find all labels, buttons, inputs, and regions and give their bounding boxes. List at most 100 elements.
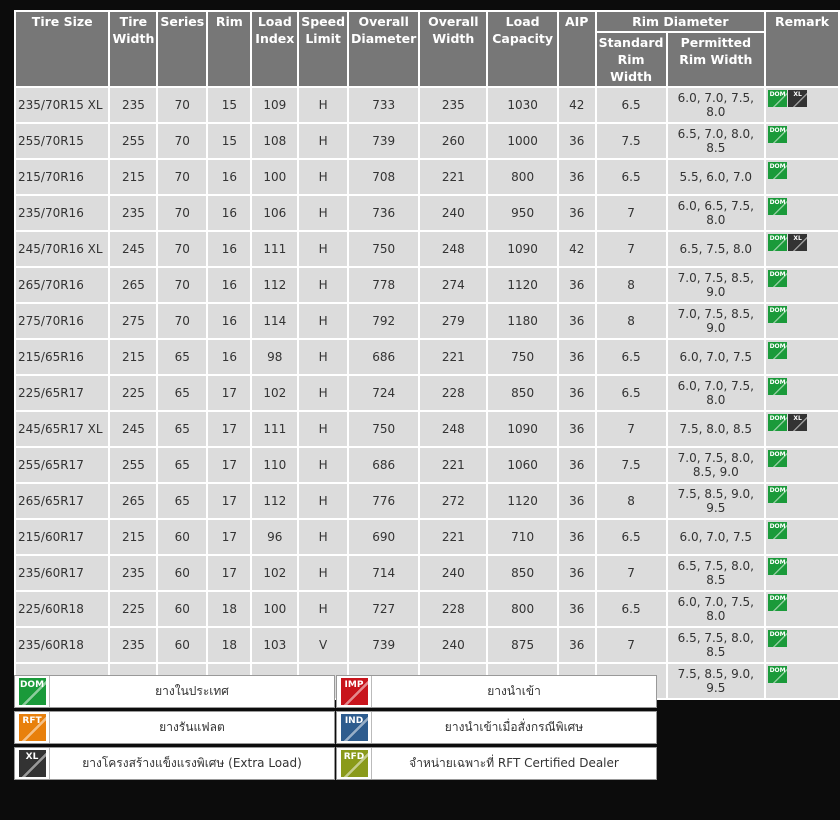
cell-speed-limit: H — [299, 160, 348, 194]
table-row: 255/70R15 255 70 15 108 H 739 260 1000 36 7.5 6.5, … — [16, 124, 838, 158]
rfd-badge-icon: RFD — [340, 750, 368, 777]
header-load-capacity: Load Capacity — [488, 12, 557, 86]
dom-badge-icon: DOM — [768, 126, 788, 143]
dom-badge-icon: DOM — [768, 558, 788, 575]
cell-permitted-rim-width: 5.5, 6.0, 7.0 — [667, 160, 765, 194]
cell-aip: 42 — [558, 88, 595, 122]
cell-load-capacity: 1090 — [488, 232, 557, 266]
dom-badge-icon: DOM — [768, 594, 788, 611]
cell-standard-rim-width: 8 — [596, 304, 666, 338]
cell-series: 70 — [158, 124, 207, 158]
cell-overall-width: 272 — [420, 484, 487, 518]
cell-permitted-rim-width: 6.5, 7.5, 8.0, 8.5 — [667, 628, 765, 662]
cell-tire-width: 265 — [110, 268, 157, 302]
cell-series: 70 — [158, 88, 207, 122]
cell-load-capacity: 1120 — [488, 268, 557, 302]
cell-standard-rim-width: 8 — [596, 268, 666, 302]
cell-aip: 36 — [558, 160, 595, 194]
cell-speed-limit: H — [299, 268, 348, 302]
cell-overall-width: 240 — [420, 196, 487, 230]
cell-permitted-rim-width: 6.0, 7.0, 7.5, 8.0 — [667, 376, 765, 410]
header-rim: Rim — [208, 12, 251, 86]
cell-standard-rim-width: 7 — [596, 412, 666, 446]
cell-load-capacity: 1180 — [488, 304, 557, 338]
cell-tire-width: 235 — [110, 196, 157, 230]
cell-overall-diameter: 708 — [349, 160, 419, 194]
table-row: 215/65R16 215 65 16 98 H 686 221 750 36 6.5 6.0, 7.… — [16, 340, 838, 374]
cell-tire-width: 245 — [110, 412, 157, 446]
dom-badge-icon: DOM — [768, 198, 788, 215]
cell-load-capacity: 950 — [488, 196, 557, 230]
dom-badge-icon: DOM — [768, 414, 788, 431]
table-row: 275/70R16 275 70 16 114 H 792 279 1180 36 8 7.0, 7.… — [16, 304, 838, 338]
cell-remark: DOM XL — [766, 412, 838, 446]
cell-tire-size: 245/70R16 XL — [16, 232, 109, 266]
cell-overall-diameter: 724 — [349, 376, 419, 410]
cell-aip: 42 — [558, 232, 595, 266]
cell-speed-limit: H — [299, 88, 348, 122]
cell-overall-diameter: 739 — [349, 124, 419, 158]
legend-item-ind: IND ยางนำเข้าเมื่อสั่งกรณีพิเศษ — [336, 711, 657, 744]
legend-item-dom: DOM ยางในประเทศ — [14, 675, 335, 708]
cell-overall-diameter: 686 — [349, 340, 419, 374]
dom-badge-icon: DOM — [768, 378, 788, 395]
cell-tire-width: 225 — [110, 376, 157, 410]
cell-aip: 36 — [558, 124, 595, 158]
cell-overall-width: 221 — [420, 448, 487, 482]
dom-badge-icon: DOM — [768, 270, 788, 287]
cell-load-index: 109 — [252, 88, 298, 122]
cell-aip: 36 — [558, 520, 595, 554]
cell-standard-rim-width: 6.5 — [596, 520, 666, 554]
cell-speed-limit: H — [299, 592, 348, 626]
xl-badge-icon: XL — [18, 750, 46, 777]
header-tire-width: Tire Width — [110, 12, 157, 86]
cell-overall-width: 248 — [420, 412, 487, 446]
cell-tire-width: 255 — [110, 448, 157, 482]
cell-series: 60 — [158, 520, 207, 554]
legend-text: ยางนำเข้าเมื่อสั่งกรณีพิเศษ — [444, 720, 584, 734]
cell-tire-width: 275 — [110, 304, 157, 338]
cell-overall-width: 221 — [420, 160, 487, 194]
cell-load-index: 111 — [252, 232, 298, 266]
cell-permitted-rim-width: 6.0, 7.0, 7.5, 8.0 — [667, 88, 765, 122]
cell-load-index: 112 — [252, 268, 298, 302]
cell-load-capacity: 875 — [488, 628, 557, 662]
cell-rim: 17 — [208, 412, 251, 446]
header-aip: AIP — [558, 12, 595, 86]
table-row: 225/60R18 225 60 18 100 H 727 228 800 36 6.5 6.0, 7… — [16, 592, 838, 626]
cell-aip: 36 — [558, 340, 595, 374]
cell-series: 70 — [158, 196, 207, 230]
cell-overall-diameter: 733 — [349, 88, 419, 122]
cell-overall-width: 221 — [420, 520, 487, 554]
cell-load-index: 102 — [252, 376, 298, 410]
dom-badge-icon: DOM — [768, 450, 788, 467]
cell-permitted-rim-width: 7.0, 7.5, 8.0, 8.5, 9.0 — [667, 448, 765, 482]
cell-remark: DOM XL — [766, 232, 838, 266]
table-row: 245/70R16 XL 245 70 16 111 H 750 248 1090 42 7 6.5,… — [16, 232, 838, 266]
cell-permitted-rim-width: 6.5, 7.5, 8.0, 8.5 — [667, 556, 765, 590]
cell-standard-rim-width: 6.5 — [596, 88, 666, 122]
cell-remark: DOM — [766, 340, 838, 374]
cell-speed-limit: H — [299, 484, 348, 518]
cell-aip: 36 — [558, 484, 595, 518]
cell-overall-diameter: 778 — [349, 268, 419, 302]
table-row: 235/70R16 235 70 16 106 H 736 240 950 36 7 6.0, 6.5… — [16, 196, 838, 230]
cell-overall-diameter: 736 — [349, 196, 419, 230]
cell-tire-size: 265/65R17 — [16, 484, 109, 518]
cell-series: 70 — [158, 232, 207, 266]
dom-badge-icon: DOM — [768, 90, 788, 107]
cell-tire-width: 225 — [110, 592, 157, 626]
header-series: Series — [158, 12, 207, 86]
cell-load-capacity: 800 — [488, 592, 557, 626]
cell-tire-width: 265 — [110, 484, 157, 518]
cell-permitted-rim-width: 7.0, 7.5, 8.5, 9.0 — [667, 304, 765, 338]
header-overall-diameter: Overall Diameter — [349, 12, 419, 86]
header-load-index: Load Index — [252, 12, 298, 86]
cell-overall-width: 240 — [420, 556, 487, 590]
cell-rim: 17 — [208, 376, 251, 410]
table-row: 225/65R17 225 65 17 102 H 724 228 850 36 6.5 6.0, 7… — [16, 376, 838, 410]
cell-rim: 16 — [208, 304, 251, 338]
cell-overall-width: 279 — [420, 304, 487, 338]
header-remark: Remark — [766, 12, 838, 86]
cell-aip: 36 — [558, 196, 595, 230]
